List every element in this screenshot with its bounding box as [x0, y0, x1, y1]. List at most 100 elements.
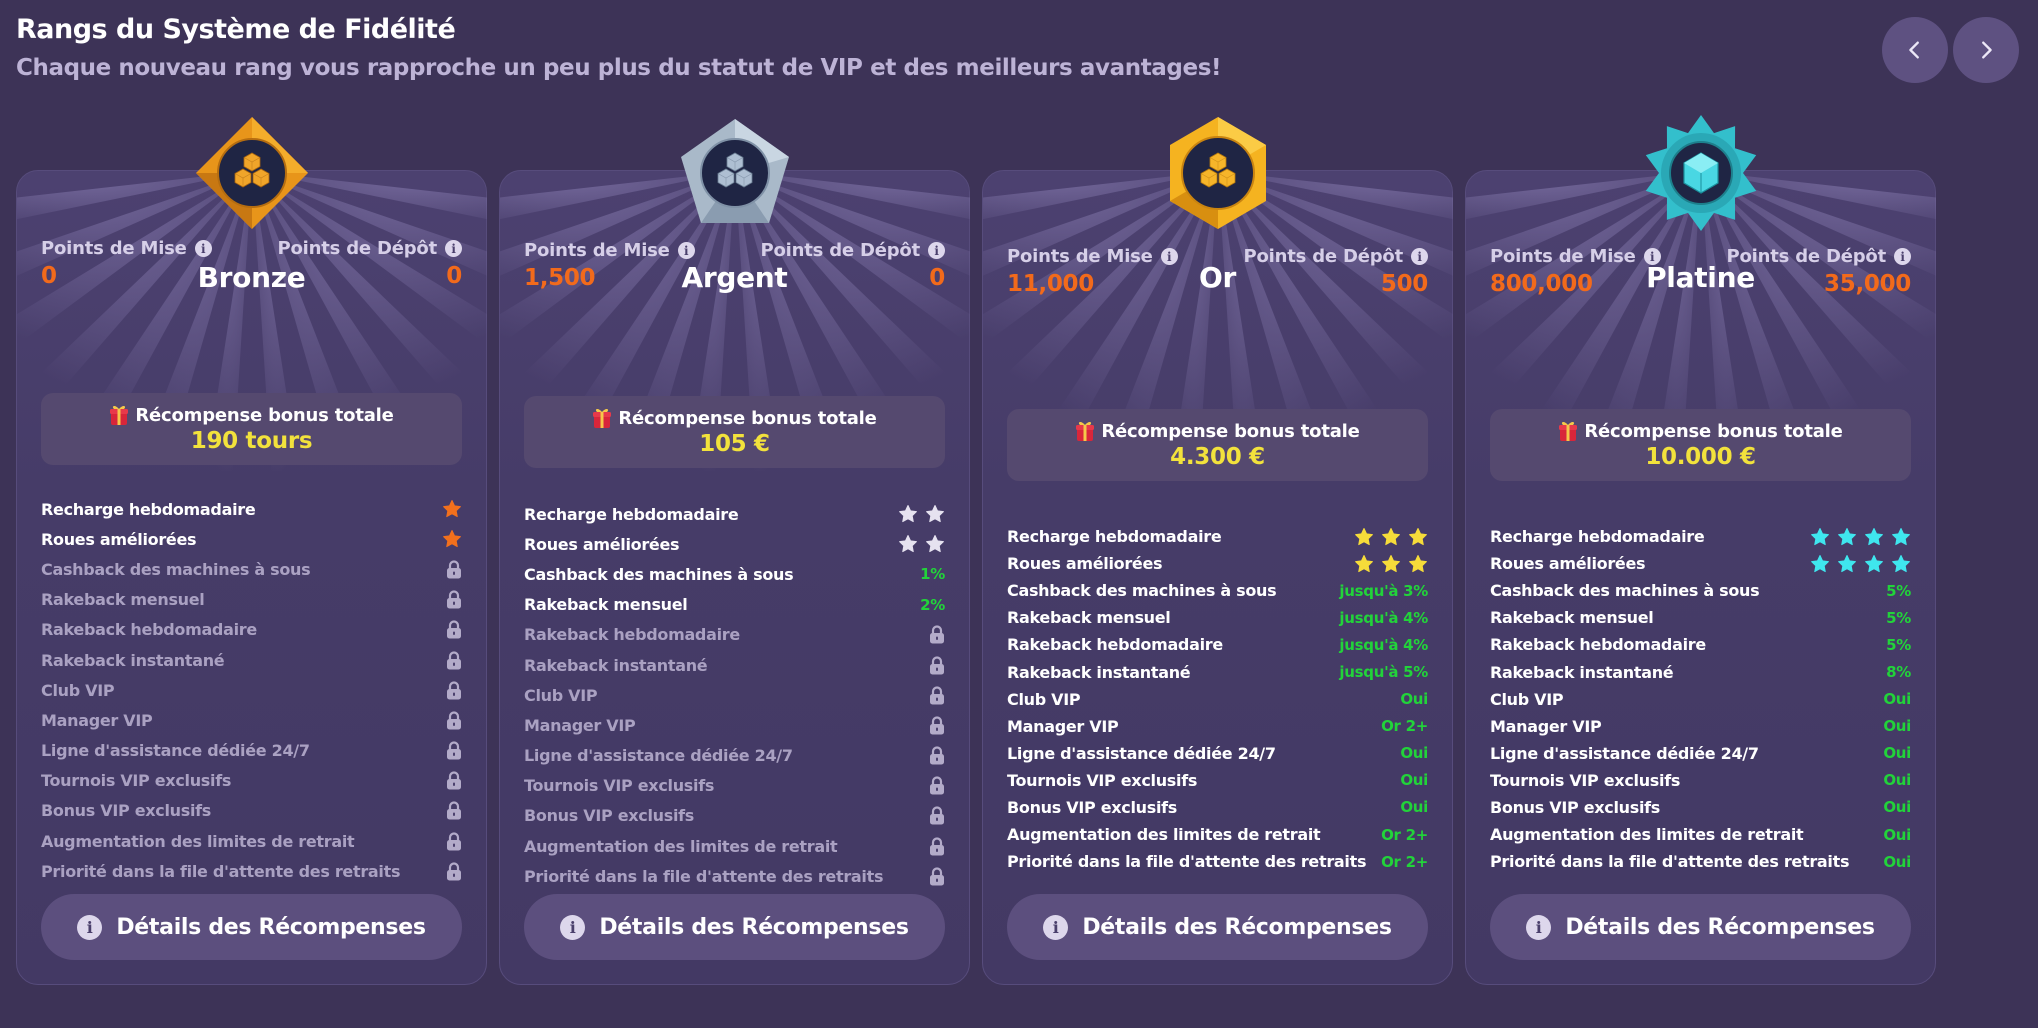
perk-label: Rakeback instantané	[41, 650, 225, 670]
perk-row: Bonus VIP exclusifs Oui	[1007, 794, 1428, 821]
lock-icon	[447, 620, 461, 639]
perks-list: Recharge hebdomadaire Roues améliorées Cas…	[41, 494, 462, 886]
perk-row: Manager VIP	[524, 710, 945, 740]
star-icon	[1838, 554, 1856, 572]
star-rating	[1354, 554, 1428, 574]
perk-row: Augmentation des limites de retrait	[41, 826, 462, 856]
perk-row: Tournois VIP exclusifs Oui	[1007, 767, 1428, 794]
rank-card-platine: Platine Points de Mise i 800,000 Points …	[1465, 115, 1936, 985]
perk-label: Augmentation des limites de retrait	[41, 831, 355, 851]
lock-icon	[930, 655, 944, 675]
perk-row: Recharge hebdomadaire	[1490, 523, 1911, 550]
locked-indicator	[929, 867, 945, 886]
chevron-left-icon	[1909, 41, 1919, 59]
reward-details-label: Détails des Récompenses	[1565, 914, 1875, 940]
perk-row: Tournois VIP exclusifs	[41, 766, 462, 796]
perk-label: Recharge hebdomadaire	[524, 504, 739, 524]
perk-row: Rakeback mensuel 2%	[524, 590, 945, 620]
perk-value: 5%	[1886, 581, 1911, 600]
platinum-star-badge-icon	[1641, 113, 1761, 233]
next-button[interactable]	[1953, 17, 2019, 83]
star-icon	[1382, 554, 1400, 572]
total-bonus-box: Récompense bonus totale 10.000 €	[1490, 409, 1911, 481]
total-bonus-label: Récompense bonus totale	[618, 407, 877, 429]
perk-label: Rakeback instantané	[1007, 662, 1191, 682]
info-icon[interactable]: i	[1894, 248, 1911, 265]
perk-label: Club VIP	[1490, 689, 1564, 709]
locked-indicator	[929, 776, 945, 795]
perk-value: Or 2+	[1381, 852, 1428, 871]
info-icon[interactable]: i	[1643, 248, 1661, 265]
deposit-points-value: 500	[1380, 271, 1428, 297]
deposit-points-group: Points de Dépôt i 35,000	[1727, 246, 1912, 297]
deposit-points-group: Points de Dépôt i 500	[1244, 246, 1429, 297]
perk-label: Cashback des machines à sous	[41, 559, 311, 579]
total-bonus-box: Récompense bonus totale 190 tours	[41, 393, 462, 465]
info-icon[interactable]: i	[928, 242, 945, 259]
deposit-points-label: Points de Dépôt	[277, 238, 438, 259]
info-icon[interactable]: i	[194, 240, 212, 257]
deposit-points-label: Points de Dépôt	[760, 240, 921, 261]
perk-label: Manager VIP	[524, 715, 636, 735]
locked-indicator	[929, 625, 945, 644]
perk-value: Or 2+	[1381, 825, 1428, 844]
page-subtitle: Chaque nouveau rang vous rapproche un pe…	[16, 55, 1222, 81]
lock-icon	[447, 711, 461, 730]
star-icon	[926, 505, 944, 523]
reward-details-button[interactable]: i Détails des Récompenses	[41, 894, 462, 960]
star-icon	[1382, 527, 1400, 545]
info-icon[interactable]: i	[1160, 248, 1178, 265]
points-row: Points de Mise i 1,500 Points de Dépôt i…	[524, 240, 945, 291]
perk-value: Oui	[1883, 825, 1911, 844]
wager-points-value: 11,000	[1007, 271, 1094, 297]
perk-row: Bonus VIP exclusifs	[524, 801, 945, 831]
perk-label: Club VIP	[524, 685, 598, 705]
perk-label: Rakeback mensuel	[1007, 608, 1171, 628]
info-icon[interactable]: i	[677, 242, 695, 259]
lock-icon	[930, 716, 944, 735]
rank-card-or: Or Points de Mise i 11,000 Points de Dép…	[982, 117, 1453, 985]
star-icon	[926, 535, 944, 553]
perk-row: Augmentation des limites de retrait Or 2+	[1007, 821, 1428, 848]
perk-label: Roues améliorées	[41, 529, 197, 549]
perk-row: Club VIP	[41, 675, 462, 705]
perk-label: Club VIP	[41, 680, 115, 700]
reward-details-button[interactable]: i Détails des Récompenses	[524, 894, 945, 960]
perk-row: Club VIP Oui	[1007, 686, 1428, 713]
total-bonus-value: 190 tours	[190, 428, 313, 454]
perk-label: Manager VIP	[41, 710, 153, 730]
locked-indicator	[929, 655, 945, 675]
lock-icon	[447, 560, 461, 579]
info-icon[interactable]: i	[445, 240, 462, 257]
reward-details-label: Détails des Récompenses	[116, 914, 426, 940]
perk-label: Priorité dans la file d'attente des retr…	[1007, 852, 1367, 872]
perk-label: Rakeback mensuel	[41, 590, 205, 610]
locked-indicator	[446, 681, 462, 700]
reward-details-button[interactable]: i Détails des Récompenses	[1007, 894, 1428, 960]
perk-label: Augmentation des limites de retrait	[1007, 825, 1321, 845]
perk-row: Cashback des machines à sous jusqu'à 3%	[1007, 577, 1428, 604]
lock-icon	[447, 771, 461, 790]
perk-row: Manager VIP	[41, 705, 462, 735]
star-rating	[1354, 527, 1428, 547]
reward-details-button[interactable]: i Détails des Récompenses	[1490, 894, 1911, 960]
perk-label: Rakeback hebdomadaire	[1490, 635, 1706, 655]
lock-icon	[930, 625, 944, 644]
perk-label: Manager VIP	[1007, 716, 1119, 736]
previous-button[interactable]	[1882, 17, 1948, 83]
info-icon: i	[1043, 914, 1069, 940]
locked-indicator	[929, 837, 945, 856]
perk-value: 5%	[1886, 608, 1911, 627]
perk-label: Cashback des machines à sous	[524, 564, 794, 584]
perks-list: Recharge hebdomadaire Roues améliorées Cas…	[1490, 523, 1911, 875]
rank-name: Platine	[1646, 261, 1755, 294]
info-icon: i	[77, 914, 103, 940]
star-icon	[443, 500, 461, 518]
star-rating	[898, 534, 945, 554]
perk-label: Bonus VIP exclusifs	[524, 806, 695, 826]
perk-label: Ligne d'assistance dédiée 24/7	[41, 741, 310, 761]
info-icon[interactable]: i	[1411, 248, 1428, 265]
perk-value: 2%	[920, 595, 945, 614]
star-rating	[898, 504, 945, 524]
perk-label: Tournois VIP exclusifs	[1490, 770, 1681, 790]
